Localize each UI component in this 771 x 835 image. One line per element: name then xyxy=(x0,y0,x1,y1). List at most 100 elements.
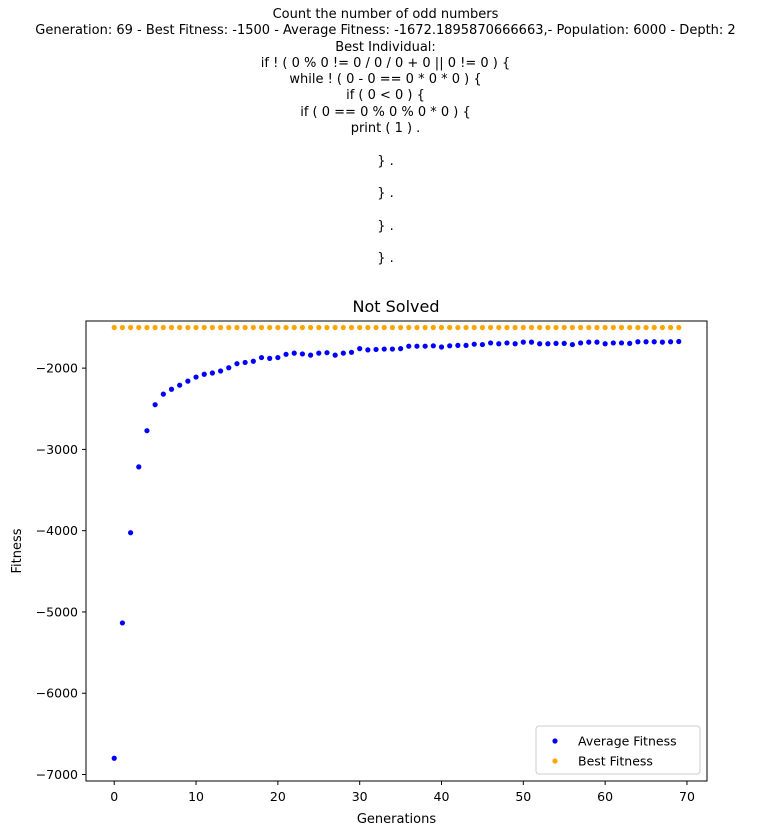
data-point xyxy=(316,324,322,331)
data-point xyxy=(152,402,158,408)
y-tick-label: −7000 xyxy=(36,767,78,782)
data-point xyxy=(389,346,396,352)
data-point xyxy=(610,340,616,346)
data-point xyxy=(127,324,134,331)
suptitle-line: Count the number of odd numbers xyxy=(272,7,499,22)
x-tick-label: 30 xyxy=(352,789,368,804)
suptitle-line: if ( 0 < 0 ) { xyxy=(346,88,425,104)
y-tick-label: −3000 xyxy=(36,442,78,457)
data-point xyxy=(512,341,518,347)
data-point xyxy=(487,324,494,331)
data-point xyxy=(594,324,600,331)
data-point xyxy=(667,339,674,345)
data-point xyxy=(406,343,412,349)
data-point xyxy=(561,324,567,331)
data-point xyxy=(185,324,191,331)
data-point xyxy=(209,370,216,376)
data-point xyxy=(348,349,355,355)
legend-box xyxy=(535,725,701,775)
suptitle-line: } . xyxy=(377,186,394,202)
data-point xyxy=(676,324,682,331)
x-tick-label: 40 xyxy=(434,789,450,804)
data-point xyxy=(643,324,649,331)
x-tick-label: 0 xyxy=(110,789,118,804)
data-point xyxy=(397,346,404,352)
data-point xyxy=(651,339,657,345)
data-point xyxy=(569,341,576,348)
data-point xyxy=(627,340,633,346)
data-point xyxy=(422,343,428,349)
data-point xyxy=(463,324,469,331)
data-point xyxy=(496,324,502,331)
data-point xyxy=(635,339,641,345)
data-point xyxy=(299,351,306,357)
y-tick-label: −5000 xyxy=(36,604,78,619)
data-point xyxy=(553,324,559,331)
data-point xyxy=(234,361,240,367)
data-point xyxy=(537,341,543,347)
data-point xyxy=(365,347,371,353)
data-point xyxy=(569,324,576,331)
data-point xyxy=(283,351,289,357)
data-point xyxy=(528,324,535,331)
legend-marker xyxy=(552,738,558,744)
data-point xyxy=(168,386,175,392)
data-point xyxy=(119,620,126,626)
legend-label: Best Fitness xyxy=(578,754,653,769)
data-point xyxy=(463,342,469,348)
data-point xyxy=(504,340,510,346)
data-point xyxy=(381,346,387,352)
data-point xyxy=(250,324,256,331)
x-tick-label: 20 xyxy=(270,789,286,804)
data-point xyxy=(307,352,314,358)
data-point xyxy=(667,324,674,331)
data-point xyxy=(348,324,355,331)
data-point xyxy=(291,324,297,331)
data-point xyxy=(209,324,216,331)
data-point xyxy=(177,324,183,331)
data-point xyxy=(242,324,248,331)
data-point xyxy=(496,341,502,347)
data-point xyxy=(242,359,248,366)
suptitle-line: if ( 0 == 0 % 0 % 0 * 0 ) { xyxy=(300,104,471,120)
data-point xyxy=(471,324,477,331)
data-point xyxy=(299,324,306,331)
data-point xyxy=(455,324,461,331)
x-tick-label: 60 xyxy=(597,789,613,804)
data-point xyxy=(365,324,371,331)
data-point xyxy=(234,324,240,331)
data-point xyxy=(618,340,625,346)
data-point xyxy=(545,324,551,331)
data-point xyxy=(602,324,608,331)
data-point xyxy=(430,324,436,331)
data-point xyxy=(471,341,477,347)
data-point xyxy=(275,324,281,331)
suptitle-line: } . xyxy=(377,153,394,169)
suptitle-line: while ! ( 0 - 0 == 0 * 0 * 0 ) { xyxy=(289,72,482,88)
data-point xyxy=(479,341,486,348)
axes-frame xyxy=(85,320,708,782)
data-point xyxy=(144,324,150,331)
data-point xyxy=(340,350,346,356)
figure-suptitle: Count the number of odd numbers Generatio… xyxy=(0,7,771,268)
y-tick-label: −4000 xyxy=(36,523,78,538)
data-point xyxy=(618,324,625,331)
legend-label: Average Fitness xyxy=(578,734,677,749)
data-point xyxy=(267,355,273,361)
data-point xyxy=(487,340,494,346)
data-point xyxy=(217,324,224,331)
data-point xyxy=(635,324,641,331)
data-point xyxy=(406,324,412,331)
suptitle-line: print ( 1 ) . xyxy=(350,121,421,137)
data-point xyxy=(414,343,420,349)
suptitle-line: } . xyxy=(377,251,394,267)
data-point xyxy=(307,324,314,331)
data-point xyxy=(389,324,396,331)
suptitle-line: Generation: 69 - Best Fitness: -1500 - A… xyxy=(35,23,736,39)
data-point xyxy=(455,342,461,348)
data-points xyxy=(111,324,682,761)
data-point xyxy=(111,324,117,331)
data-point xyxy=(316,350,322,356)
data-point xyxy=(438,324,445,331)
